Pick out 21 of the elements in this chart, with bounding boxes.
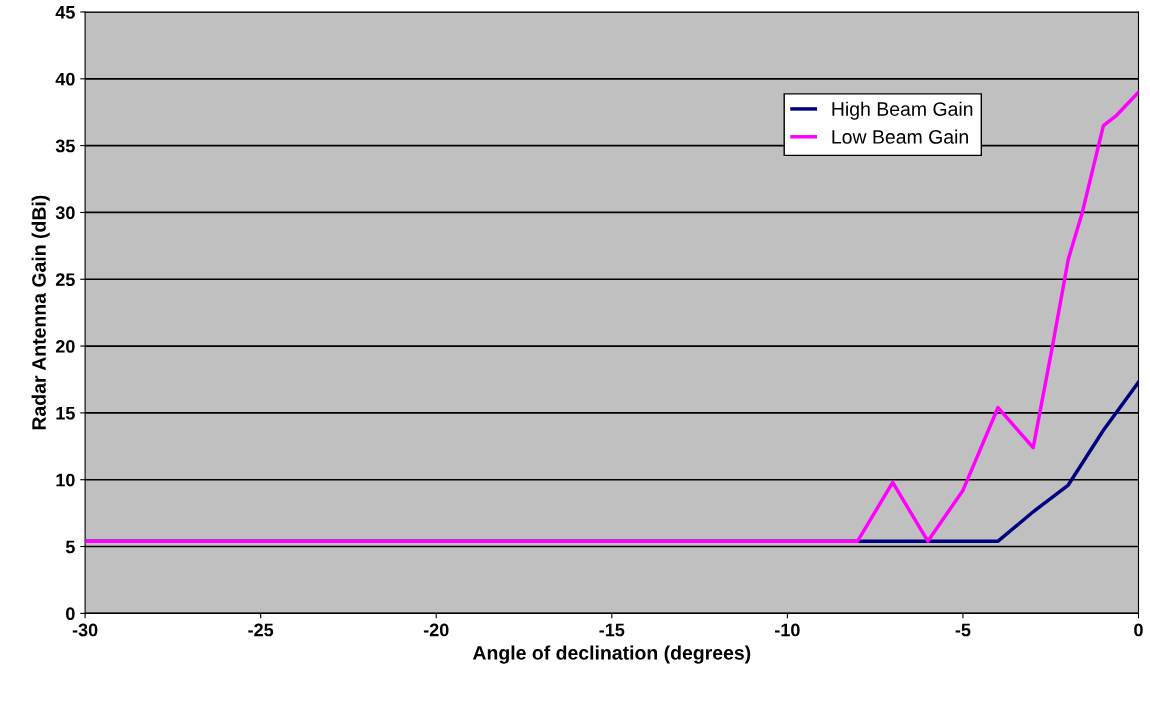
y-tick-label: 25 — [55, 273, 75, 286]
legend-label: Low Beam Gain — [832, 129, 968, 144]
x-tick-label: -15 — [599, 623, 625, 637]
y-tick-label: 5 — [65, 540, 75, 554]
x-tick-label: 0 — [1134, 623, 1143, 637]
x-axis-title: Angle of declination (degrees) — [472, 645, 751, 664]
y-tick-label: 0 — [66, 607, 75, 621]
x-tick-label: -5 — [955, 623, 971, 637]
y-tick-label: 15 — [56, 407, 75, 420]
y-tick-label: 30 — [55, 206, 75, 220]
x-tick-label: -30 — [72, 623, 98, 637]
x-tick-label: -10 — [775, 623, 800, 637]
legend-label: High Beam Gain — [832, 101, 973, 120]
y-tick-label: 20 — [55, 340, 75, 353]
y-tick-label: 10 — [56, 473, 75, 487]
y-axis-title: Radar Antenna Gain (dBi) — [31, 195, 50, 430]
y-tick-label: 40 — [55, 72, 75, 86]
y-tick-label: 35 — [55, 139, 75, 153]
y-tick-label: 45 — [55, 6, 75, 19]
x-tick-label: -20 — [423, 623, 449, 637]
x-tick-label: -25 — [248, 623, 274, 637]
